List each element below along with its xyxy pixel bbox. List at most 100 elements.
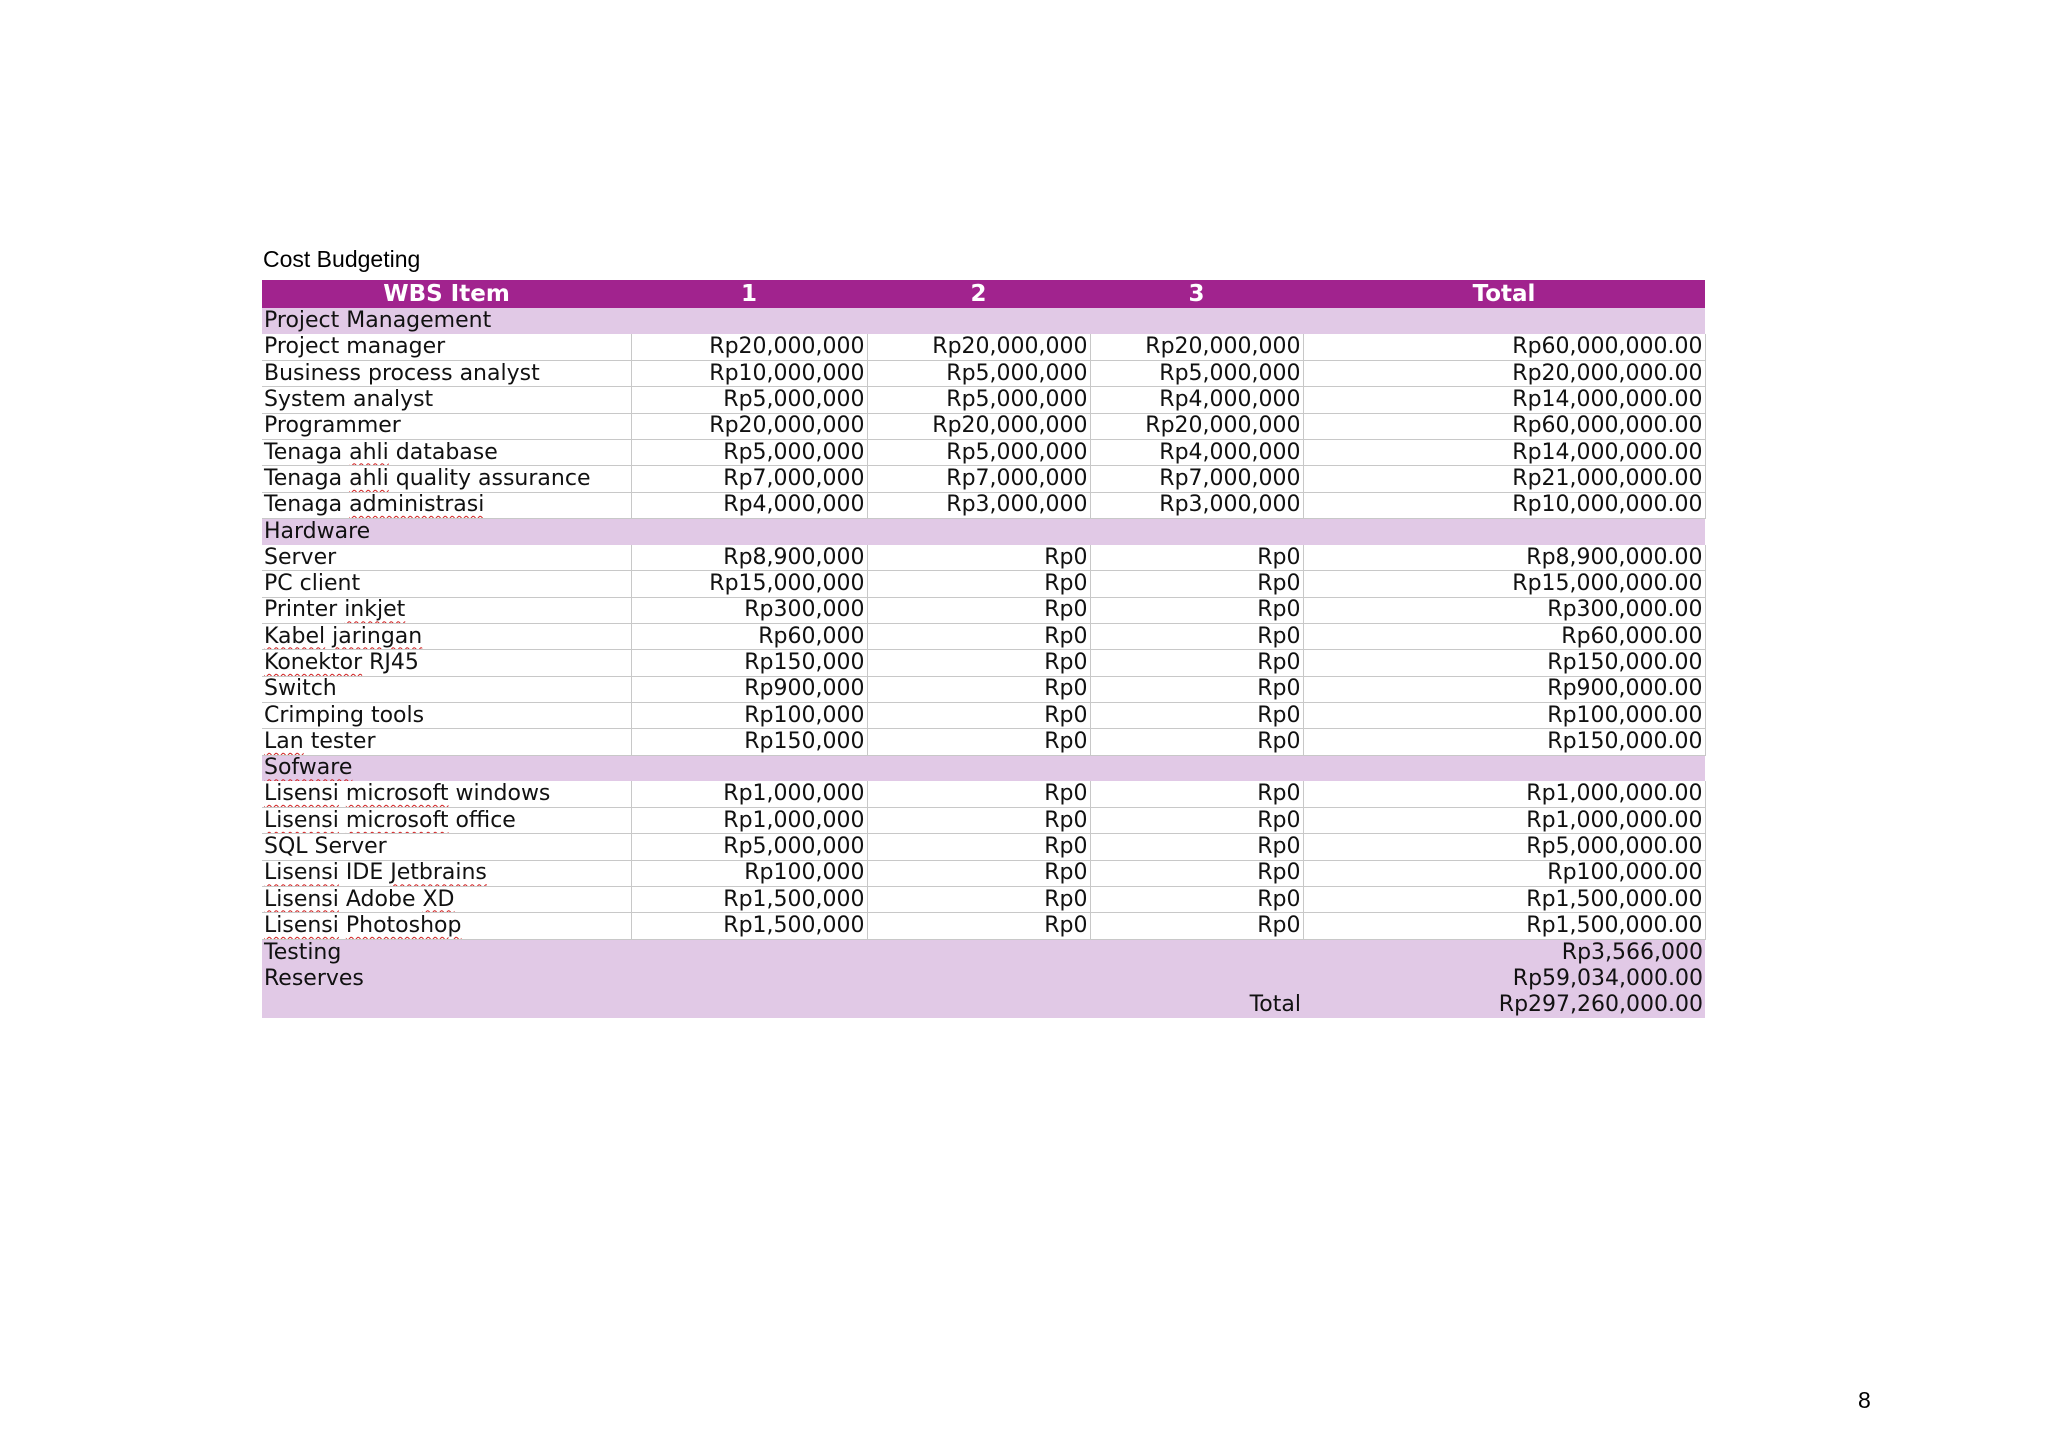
month-1-cell: Rp60,000 <box>631 623 868 651</box>
summary-label: Testing <box>262 939 1303 966</box>
month-1-cell: Rp300,000 <box>631 597 868 625</box>
month-2-cell: Rp20,000,000 <box>867 413 1091 440</box>
month-1-cell: Rp15,000,000 <box>631 570 868 598</box>
total-cell: Rp14,000,000.00 <box>1303 386 1706 414</box>
month-3-cell: Rp0 <box>1090 833 1304 861</box>
summary-value: Rp297,260,000.00 <box>1303 991 1705 1019</box>
wbs-item-cell: Lisensi IDE Jetbrains <box>262 860 632 888</box>
wbs-item-cell: Lan tester <box>262 728 632 756</box>
total-cell: Rp1,000,000.00 <box>1303 807 1706 835</box>
total-cell: Rp100,000.00 <box>1303 860 1706 888</box>
month-2-cell: Rp7,000,000 <box>867 465 1091 493</box>
total-cell: Rp21,000,000.00 <box>1303 465 1706 493</box>
total-cell: Rp10,000,000.00 <box>1303 492 1706 519</box>
header-month-1: 1 <box>631 280 867 308</box>
month-3-cell: Rp20,000,000 <box>1090 413 1304 440</box>
month-2-cell: Rp5,000,000 <box>867 386 1091 414</box>
month-2-cell: Rp3,000,000 <box>867 492 1091 519</box>
month-1-cell: Rp10,000,000 <box>631 360 868 388</box>
month-1-cell: Rp7,000,000 <box>631 465 868 493</box>
month-1-cell: Rp1,500,000 <box>631 886 868 914</box>
section-header-row: Sofware <box>262 755 1705 782</box>
wbs-item-cell: System analyst <box>262 386 632 414</box>
month-3-cell: Rp0 <box>1090 912 1304 940</box>
month-1-cell: Rp8,900,000 <box>631 544 868 572</box>
table-row: System analyst Rp5,000,000 Rp5,000,000 Rp4,… <box>262 386 1706 414</box>
month-2-cell: Rp0 <box>867 886 1091 914</box>
month-3-cell: Rp0 <box>1090 570 1304 598</box>
table-body: Project Management Project manager Rp20,00… <box>262 308 1706 1019</box>
wbs-item-cell: Lisensi Photoshop <box>262 912 632 940</box>
document-title: Cost Budgeting <box>263 246 421 272</box>
month-3-cell: Rp0 <box>1090 702 1304 730</box>
wbs-item-cell: Konektor RJ45 <box>262 649 632 677</box>
month-1-cell: Rp900,000 <box>631 676 868 703</box>
table-row: Kabel jaringan Rp60,000 Rp0 Rp0 Rp60,000.00 <box>262 623 1706 651</box>
wbs-item-cell: SQL Server <box>262 833 632 861</box>
month-3-cell: Rp0 <box>1090 544 1304 572</box>
total-cell: Rp15,000,000.00 <box>1303 570 1706 598</box>
table-row: Tenaga ahli database Rp5,000,000 Rp5,000,0… <box>262 439 1706 467</box>
month-3-cell: Rp0 <box>1090 860 1304 888</box>
month-3-cell: Rp4,000,000 <box>1090 439 1304 467</box>
month-2-cell: Rp0 <box>867 623 1091 651</box>
summary-value: Rp3,566,000 <box>1303 939 1705 966</box>
table-row: Lisensi Photoshop Rp1,500,000 Rp0 Rp0 Rp1,50… <box>262 912 1706 940</box>
month-2-cell: Rp0 <box>867 544 1091 572</box>
grand-total-row: Total Rp297,260,000.00 <box>262 991 1705 1019</box>
total-cell: Rp14,000,000.00 <box>1303 439 1706 467</box>
table-row: Tenaga ahli quality assurance Rp7,000,000… <box>262 465 1706 493</box>
month-3-cell: Rp0 <box>1090 623 1304 651</box>
table-row: Tenaga administrasi Rp4,000,000 Rp3,000,00… <box>262 492 1706 519</box>
month-1-cell: Rp150,000 <box>631 649 868 677</box>
month-2-cell: Rp0 <box>867 676 1091 703</box>
summary-spacer <box>262 991 1090 1019</box>
month-3-cell: Rp20,000,000 <box>1090 334 1304 362</box>
month-3-cell: Rp3,000,000 <box>1090 492 1304 519</box>
summary-label: Reserves <box>262 965 1303 992</box>
total-cell: Rp60,000,000.00 <box>1303 413 1706 440</box>
header-total: Total <box>1303 280 1705 308</box>
page-number: 8 <box>1858 1387 1871 1413</box>
total-cell: Rp150,000.00 <box>1303 728 1706 756</box>
total-cell: Rp60,000.00 <box>1303 623 1706 651</box>
total-cell: Rp1,000,000.00 <box>1303 781 1706 809</box>
total-cell: Rp5,000,000.00 <box>1303 833 1706 861</box>
reserves-row: Reserves Rp59,034,000.00 <box>262 965 1705 992</box>
total-cell: Rp300,000.00 <box>1303 597 1706 625</box>
header-month-3: 3 <box>1090 280 1303 308</box>
wbs-item-cell: Tenaga ahli database <box>262 439 632 467</box>
table-row: Lisensi Adobe XD Rp1,500,000 Rp0 Rp0 Rp1,500… <box>262 886 1706 914</box>
month-2-cell: Rp0 <box>867 912 1091 940</box>
month-1-cell: Rp1,000,000 <box>631 807 868 835</box>
wbs-item-cell: Crimping tools <box>262 702 632 730</box>
table-row: Konektor RJ45 Rp150,000 Rp0 Rp0 Rp150,000.00 <box>262 649 1706 677</box>
table-row: Switch Rp900,000 Rp0 Rp0 Rp900,000.00 <box>262 676 1706 703</box>
wbs-item-cell: Kabel jaringan <box>262 623 632 651</box>
section-label: Sofware <box>262 755 1705 782</box>
total-cell: Rp150,000.00 <box>1303 649 1706 677</box>
table-header-row: WBS Item 1 2 3 Total <box>262 280 1705 308</box>
month-3-cell: Rp7,000,000 <box>1090 465 1304 493</box>
total-cell: Rp900,000.00 <box>1303 676 1706 703</box>
month-3-cell: Rp0 <box>1090 781 1304 809</box>
month-1-cell: Rp20,000,000 <box>631 413 868 440</box>
month-2-cell: Rp0 <box>867 781 1091 809</box>
wbs-item-cell: Tenaga administrasi <box>262 492 632 519</box>
wbs-item-cell: Tenaga ahli quality assurance <box>262 465 632 493</box>
month-2-cell: Rp0 <box>867 570 1091 598</box>
month-1-cell: Rp4,000,000 <box>631 492 868 519</box>
header-month-2: 2 <box>867 280 1090 308</box>
section-label: Hardware <box>262 518 1705 545</box>
month-2-cell: Rp0 <box>867 702 1091 730</box>
table-row: Crimping tools Rp100,000 Rp0 Rp0 Rp100,000.0… <box>262 702 1706 730</box>
month-3-cell: Rp0 <box>1090 728 1304 756</box>
month-3-cell: Rp0 <box>1090 807 1304 835</box>
month-1-cell: Rp20,000,000 <box>631 334 868 362</box>
month-3-cell: Rp0 <box>1090 676 1304 703</box>
total-cell: Rp1,500,000.00 <box>1303 886 1706 914</box>
month-2-cell: Rp0 <box>867 807 1091 835</box>
table-row: Lan tester Rp150,000 Rp0 Rp0 Rp150,000.00 <box>262 728 1706 756</box>
month-3-cell: Rp0 <box>1090 649 1304 677</box>
month-1-cell: Rp5,000,000 <box>631 833 868 861</box>
